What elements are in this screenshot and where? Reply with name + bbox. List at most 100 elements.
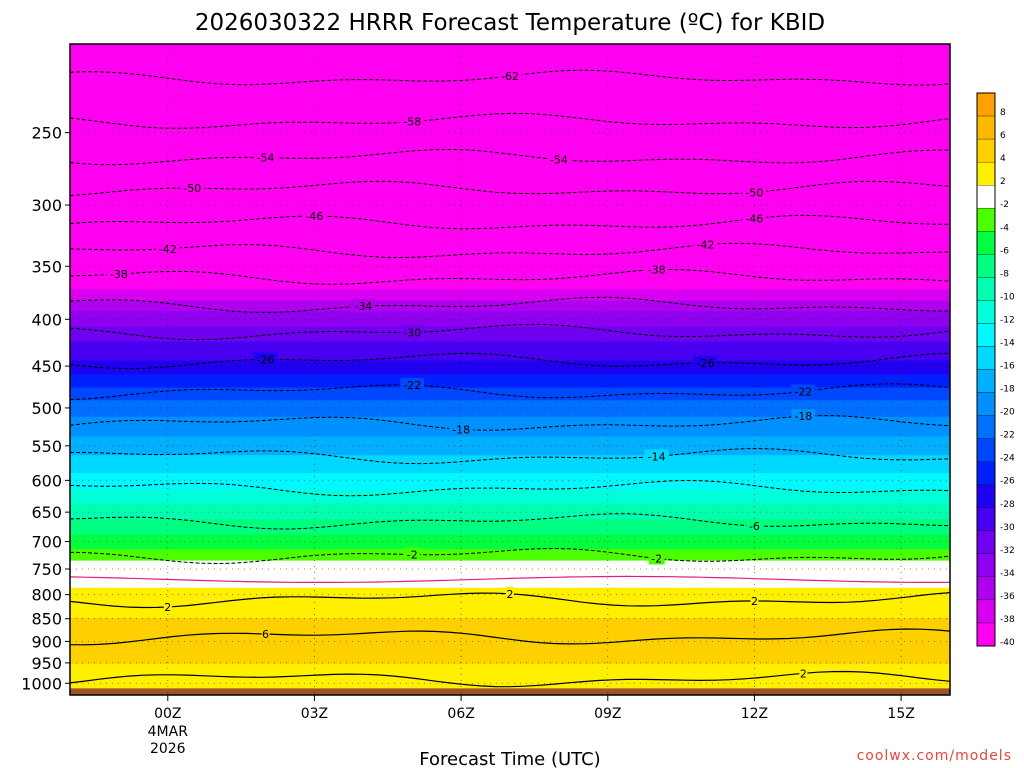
isotherm-label-bg <box>644 449 669 463</box>
chart-title: 2026030322 HRRR Forecast Temperature (ºC… <box>195 10 825 36</box>
colorbar-swatch <box>976 277 996 301</box>
y-tick-label: 850 <box>31 610 62 629</box>
temperature-band <box>70 451 950 456</box>
isotherm-label: -38 <box>648 264 666 277</box>
temperature-band <box>70 341 950 348</box>
temperature-band <box>70 278 950 285</box>
isotherm-line <box>70 352 950 370</box>
isotherm-line <box>70 148 950 166</box>
isotherm-label-bg <box>106 267 131 281</box>
y-tick-label: 350 <box>31 257 62 276</box>
temperature-band <box>70 326 950 333</box>
temperature-band <box>70 424 950 430</box>
temperature-band <box>70 181 950 190</box>
colorbar-swatch <box>976 507 996 531</box>
temperature-band <box>70 305 950 312</box>
x-tick-label: 06Z <box>447 706 474 722</box>
y-tick-label: 500 <box>31 399 62 418</box>
y-tick-label: 250 <box>31 124 62 143</box>
isotherm-label-bg <box>163 600 172 614</box>
colorbar-label: -26 <box>1000 477 1015 487</box>
colorbar-swatch <box>976 254 996 278</box>
colorbar-label: 4 <box>1000 154 1006 164</box>
grid-lines <box>70 44 950 695</box>
isotherm-label-bg <box>644 262 669 276</box>
isotherm-label: 6 <box>262 628 269 641</box>
temperature-band <box>70 167 950 176</box>
isotherm-line <box>70 268 950 285</box>
colorbar-label: -18 <box>1000 385 1015 395</box>
x-axis-label: Forecast Time (UTC) <box>419 749 600 768</box>
isotherm-label: -18 <box>794 410 812 423</box>
isotherm-line <box>70 112 950 129</box>
temperature-band <box>70 391 950 397</box>
freezing-line <box>70 575 950 583</box>
temperature-band <box>70 300 950 307</box>
temperature-band <box>70 101 950 111</box>
y-tick-label: 650 <box>31 503 62 522</box>
temperature-band <box>70 455 950 460</box>
temperature-band <box>70 143 950 153</box>
temperature-band <box>70 670 950 673</box>
isotherm-label: -30 <box>403 326 421 339</box>
temperature-band <box>70 622 950 626</box>
temperature-band <box>70 665 950 669</box>
colorbar-label: -16 <box>1000 362 1015 372</box>
temperature-band <box>70 503 950 508</box>
temperature-band <box>70 546 950 550</box>
y-tick-label: 300 <box>31 196 62 215</box>
colorbar-label: -10 <box>1000 292 1015 302</box>
temperature-band <box>70 534 950 539</box>
temperature-band <box>70 646 950 649</box>
temperature-band <box>70 436 950 441</box>
temperature-band <box>70 209 950 218</box>
isotherm-line <box>70 448 950 465</box>
temperature-band <box>70 512 950 517</box>
temperature-band <box>70 248 950 256</box>
isotherm-label: -54 <box>550 154 568 167</box>
temperature-band <box>70 659 950 663</box>
y-axis: 250 300 350 400 450 500 550 600 650 700 750 800 850 9… <box>21 124 70 693</box>
isotherm-label: 2 <box>507 588 514 601</box>
temperature-band <box>70 135 950 145</box>
y-tick-label: 600 <box>31 471 62 490</box>
y-tick-label: 800 <box>31 586 62 605</box>
colorbar-swatch <box>976 231 996 255</box>
isotherm-label: -42 <box>697 239 715 252</box>
temperature-band <box>70 260 950 268</box>
colorbar-swatch <box>976 461 996 485</box>
temperature-band <box>70 648 950 652</box>
temperature-band <box>70 615 950 619</box>
temperature-band <box>70 284 950 291</box>
isotherm-label: -62 <box>501 70 519 83</box>
colorbar-label: -8 <box>1000 269 1009 279</box>
temperature-band <box>70 537 950 542</box>
temperature-band <box>70 639 950 643</box>
isotherm-label-bg <box>261 627 270 641</box>
temperature-band <box>70 473 950 478</box>
temperature-band <box>70 554 950 559</box>
plot-frame <box>69 43 951 696</box>
colorbar-swatch <box>976 185 996 209</box>
isotherm-label: -22 <box>794 385 812 398</box>
temperature-band <box>70 620 950 624</box>
colorbar-swatch <box>976 530 996 554</box>
temperature-band <box>70 416 950 422</box>
isotherm-label-bg <box>404 547 421 561</box>
y-tick-label: 400 <box>31 310 62 329</box>
isotherm-contours: -62-58-54 -54-50 -50-46 -46-42 -42-38 -38-34-… <box>70 68 950 688</box>
temperature-band <box>70 629 950 633</box>
temperature-band <box>70 655 950 658</box>
temperature-band <box>70 440 950 445</box>
temperature-band <box>70 316 950 323</box>
temperature-band <box>70 496 950 501</box>
temperature-band <box>70 92 950 103</box>
temperature-band <box>70 469 950 474</box>
temperature-band <box>70 568 950 573</box>
temperature-band <box>70 242 950 250</box>
x-date-label: 2026 <box>150 741 186 757</box>
colorbar-swatch <box>976 300 996 324</box>
temperature-band <box>70 676 950 680</box>
temperature-band <box>70 127 950 137</box>
